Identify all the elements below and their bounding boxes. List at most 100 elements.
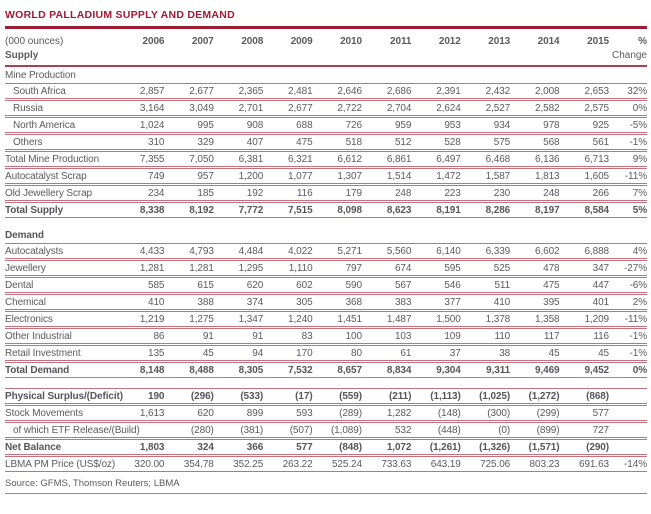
- value-cell: 223: [411, 185, 461, 201]
- value-cell: 86: [115, 328, 164, 344]
- value-cell: 266: [559, 185, 609, 201]
- value-cell: 1,295: [213, 260, 263, 276]
- value-cell: (1,113): [411, 388, 461, 404]
- value-cell: 2,582: [510, 100, 560, 116]
- value-cell: 1,613: [115, 405, 164, 421]
- value-cell: 1,282: [361, 405, 411, 421]
- row-label: South Africa: [5, 83, 115, 99]
- value-cell: 366: [213, 439, 263, 455]
- table-row: Stock Movements 1,613 620 899 593 (289) 1,282(…: [5, 405, 647, 421]
- table-row: LBMA PM Price (US$/oz) 320.00 354.78 352.25…: [5, 456, 647, 472]
- value-cell: 2,646: [312, 83, 362, 99]
- table-row: Electronics 1,219 1,275 1,347 1,240 1,451 1,48…: [5, 311, 647, 327]
- value-cell: 691.63: [559, 456, 609, 472]
- value-cell: 568: [510, 134, 560, 150]
- value-cell: 1,209: [559, 311, 609, 327]
- value-cell: 185: [164, 185, 214, 201]
- pct-change-cell: 4%: [609, 243, 647, 259]
- value-cell: 329: [164, 134, 214, 150]
- value-cell: (148): [411, 405, 461, 421]
- value-cell: 525: [460, 260, 510, 276]
- value-cell: 8,098: [312, 202, 362, 218]
- value-cell: 2,432: [460, 83, 510, 99]
- value-cell: 934: [460, 117, 510, 133]
- value-cell: 2,686: [361, 83, 411, 99]
- table-row: Net Balance 1,803 324 366 577 (848) 1,072 (1,26…: [5, 439, 647, 455]
- value-cell: 1,077: [263, 168, 313, 184]
- pct-change-cell: 9%: [609, 151, 647, 167]
- value-cell: 8,657: [312, 362, 362, 378]
- row-label: Net Balance: [5, 439, 115, 455]
- value-cell: (289): [312, 405, 362, 421]
- value-cell: (507): [263, 422, 313, 438]
- value-cell: 8,834: [361, 362, 411, 378]
- table-row: Total Demand 8,148 8,488 8,305 7,532 8,657 8,8…: [5, 362, 647, 378]
- section-gap: [5, 379, 647, 387]
- value-cell: 1,378: [460, 311, 510, 327]
- value-cell: 116: [263, 185, 313, 201]
- value-cell: 7,355: [115, 151, 164, 167]
- value-cell: 45: [164, 345, 214, 361]
- pct-change-cell: 7%: [609, 185, 647, 201]
- value-cell: 248: [361, 185, 411, 201]
- value-cell: 3,049: [164, 100, 214, 116]
- value-cell: 383: [361, 294, 411, 310]
- value-cell: 797: [312, 260, 362, 276]
- value-cell: 91: [213, 328, 263, 344]
- value-cell: 1,219: [115, 311, 164, 327]
- value-cell: 726: [312, 117, 362, 133]
- value-cell: (17): [263, 388, 313, 404]
- table-row: Old Jewellery Scrap 234 185 192 116 179 248 223…: [5, 185, 647, 201]
- value-cell: 1,307: [312, 168, 362, 184]
- value-cell: 8,191: [411, 202, 461, 218]
- value-cell: 590: [312, 277, 362, 293]
- value-cell: 100: [312, 328, 362, 344]
- value-cell: 116: [559, 328, 609, 344]
- value-cell: 688: [263, 117, 313, 133]
- value-cell: 9,452: [559, 362, 609, 378]
- value-cell: (559): [312, 388, 362, 404]
- value-cell: 135: [115, 345, 164, 361]
- value-cell: 2,391: [411, 83, 461, 99]
- value-cell: 6,136: [510, 151, 560, 167]
- value-cell: 925: [559, 117, 609, 133]
- value-cell: 1,451: [312, 311, 362, 327]
- value-cell: 7,532: [263, 362, 313, 378]
- value-cell: 80: [312, 345, 362, 361]
- value-cell: 410: [115, 294, 164, 310]
- supply-section-label: Supply: [5, 50, 39, 61]
- value-cell: 352.25: [213, 456, 263, 472]
- value-cell: 248: [510, 185, 560, 201]
- value-cell: 749: [115, 168, 164, 184]
- table-row: Autocatalyst Scrap 749 957 1,200 1,077 1,307 1…: [5, 168, 647, 184]
- value-cell: 320.00: [115, 456, 164, 472]
- value-cell: 2,527: [460, 100, 510, 116]
- value-cell: 5,560: [361, 243, 411, 259]
- value-cell: (290): [559, 439, 609, 455]
- value-cell: (300): [460, 405, 510, 421]
- value-cell: 354.78: [164, 456, 214, 472]
- value-cell: 2,481: [263, 83, 313, 99]
- value-cell: 518: [312, 134, 362, 150]
- value-cell: 230: [460, 185, 510, 201]
- year-column-header: 2007: [164, 33, 214, 67]
- pct-change-cell: 0%: [609, 100, 647, 116]
- value-cell: 305: [263, 294, 313, 310]
- pct-change-cell: 5%: [609, 202, 647, 218]
- year-column-header: 2015: [559, 33, 609, 67]
- table-row: Retail Investment 135 45 94 170 80 61 37 38 45 45-…: [5, 345, 647, 361]
- table-row: [5, 379, 647, 387]
- value-cell: 593: [263, 405, 313, 421]
- value-cell: 109: [411, 328, 461, 344]
- row-label: Old Jewellery Scrap: [5, 185, 115, 201]
- value-cell: 388: [164, 294, 214, 310]
- value-cell: 475: [510, 277, 560, 293]
- value-cell: 959: [361, 117, 411, 133]
- value-cell: 1,514: [361, 168, 411, 184]
- unit-label: (000 ounces): [5, 36, 64, 47]
- value-cell: 9,469: [510, 362, 560, 378]
- value-cell: 1,358: [510, 311, 560, 327]
- value-cell: 2,704: [361, 100, 411, 116]
- table-row: Total Mine Production 7,355 7,050 6,381 6,32…: [5, 151, 647, 167]
- value-cell: 5,271: [312, 243, 362, 259]
